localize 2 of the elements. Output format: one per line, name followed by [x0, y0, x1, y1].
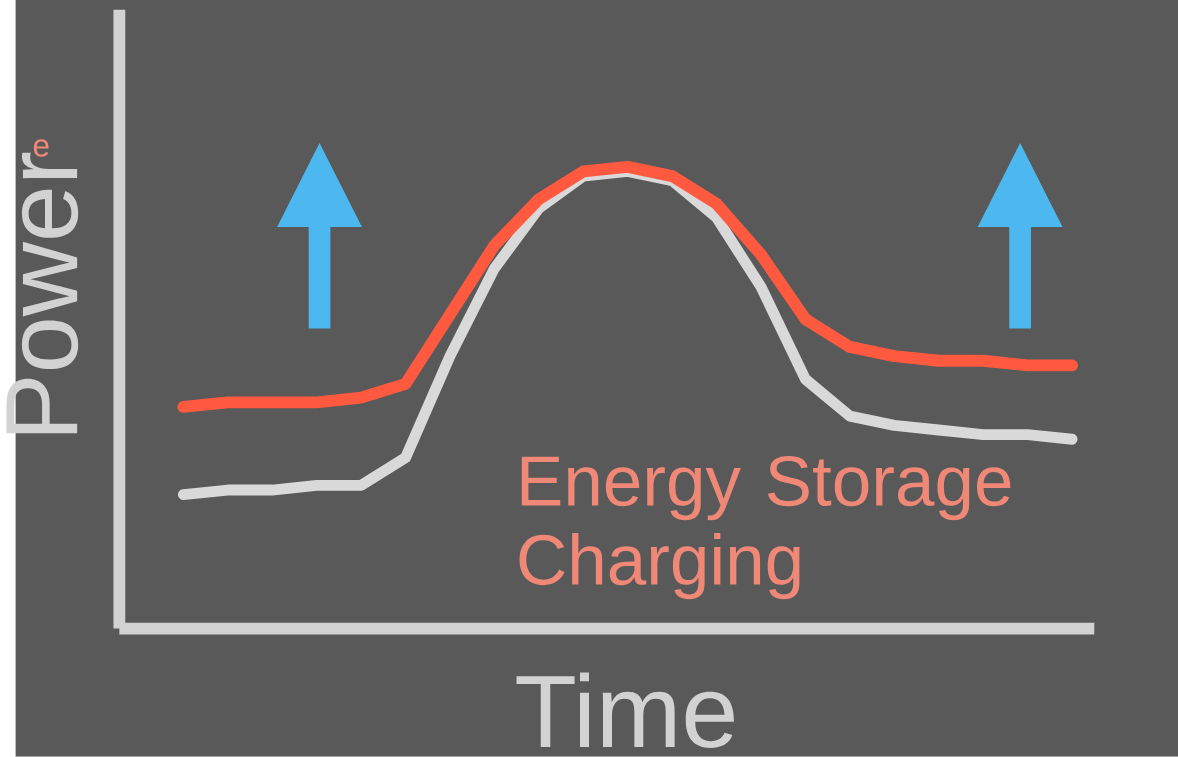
- x-axis-title: Time: [516, 672, 734, 748]
- annotation: Energy Storage Charging: [519, 455, 1011, 600]
